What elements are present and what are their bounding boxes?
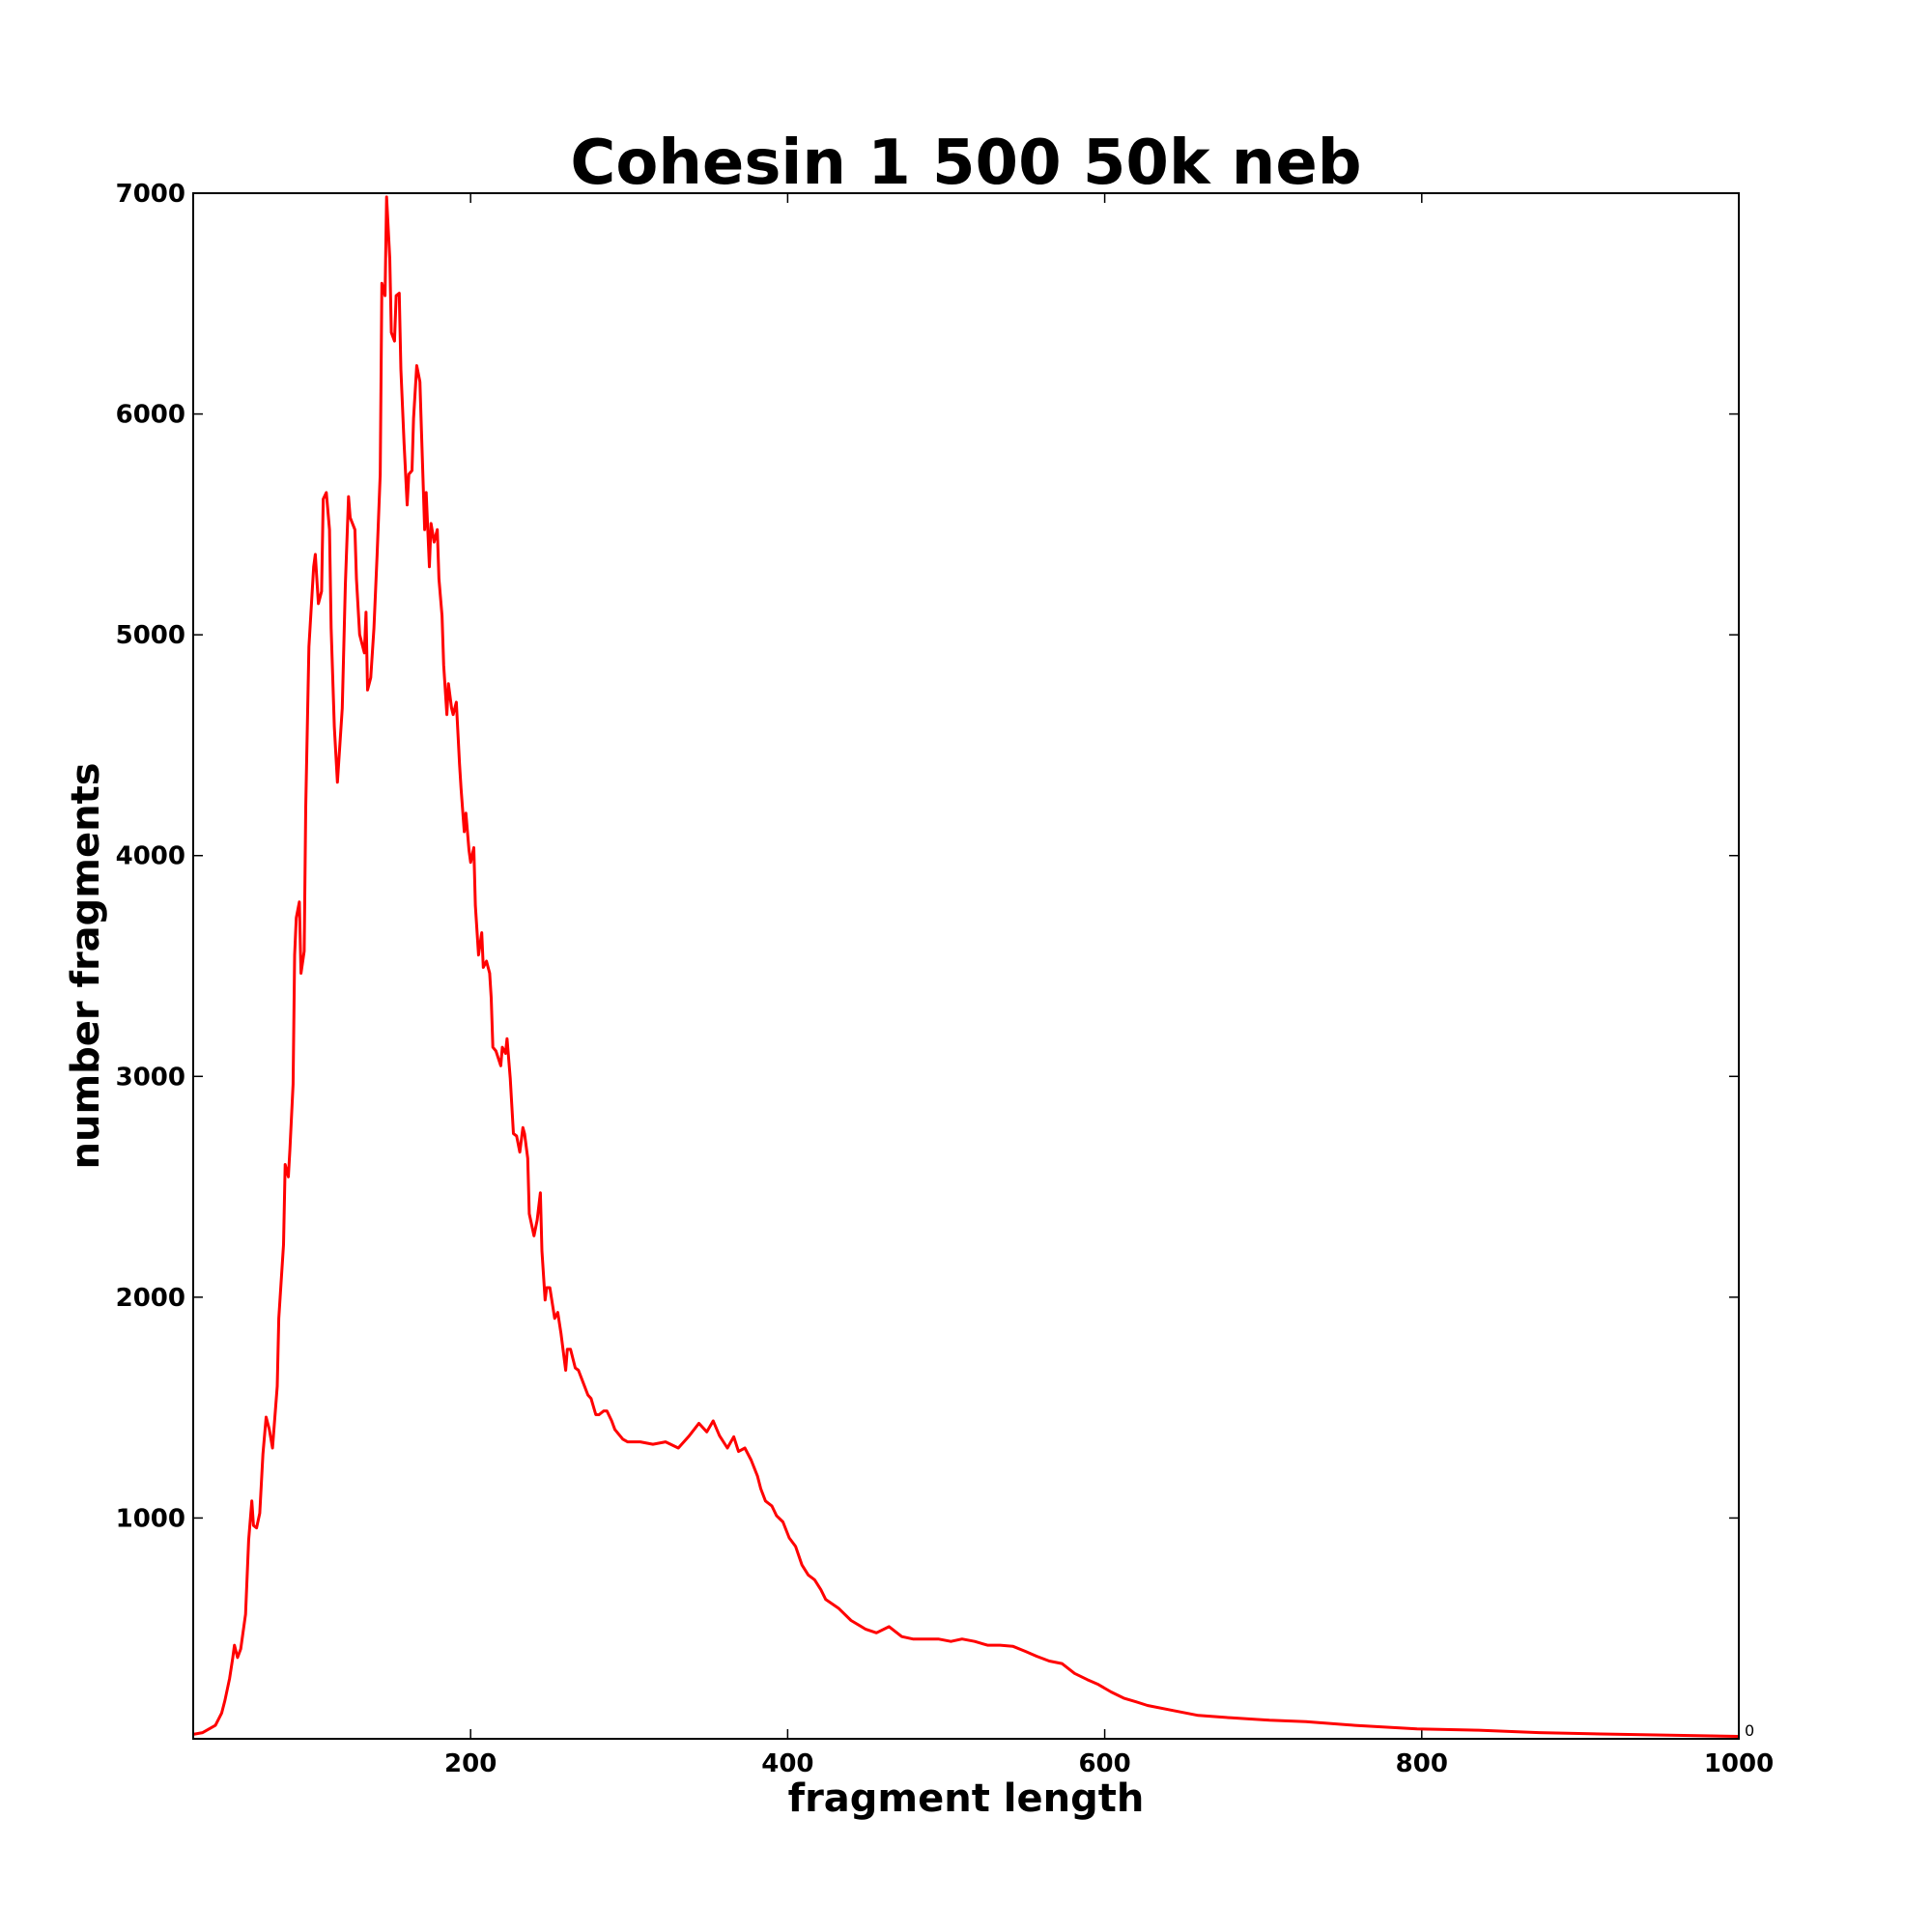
y-tick-label: 2000 [116,1284,185,1313]
y-tick-label: 5000 [116,621,185,650]
corner-label: 0 [1745,1721,1754,1740]
y-tick-label: 1000 [116,1504,185,1533]
series-line-fragments [192,195,1740,1738]
x-tick-label: 400 [761,1749,813,1778]
x-axis-label: fragment length [788,1776,1145,1821]
y-tick-label: 7000 [116,180,185,209]
ticks: 200 400 600 800 1000 1000 2000 3000 4000 5000 6000… [116,180,1775,1778]
x-tick-label: 1000 [1704,1749,1774,1778]
y-tick-label: 6000 [116,401,185,430]
y-tick-label: 3000 [116,1063,185,1092]
y-axis-label: number fragments [64,762,108,1169]
x-tick-label: 200 [444,1749,497,1778]
chart-title: Cohesin 1 500 50k neb [570,128,1361,199]
x-tick-label: 600 [1078,1749,1130,1778]
x-tick-label: 800 [1396,1749,1448,1778]
plot-frame [192,192,1740,1740]
y-tick-label: 4000 [116,842,185,871]
